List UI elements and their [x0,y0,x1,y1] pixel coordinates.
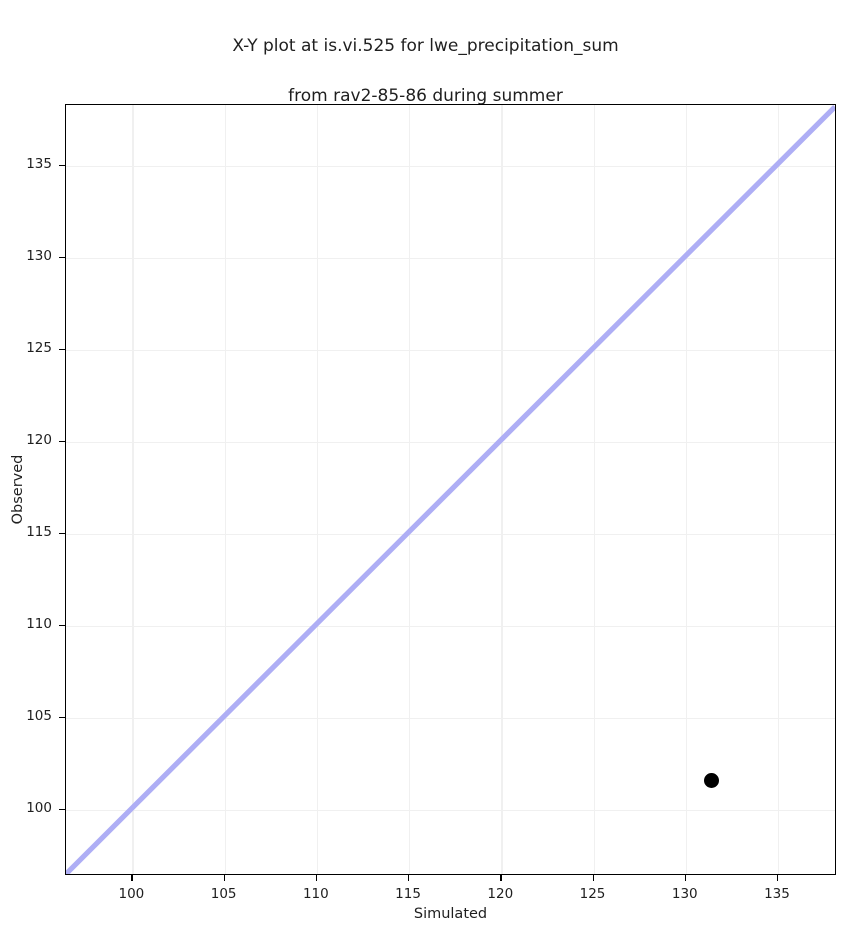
chart-title-line-1: X-Y plot at is.vi.525 for lwe_precipitat… [232,36,619,56]
one-to-one-line [66,105,835,874]
y-tick-label: 125 [26,339,52,356]
y-tick-label: 115 [26,523,52,540]
gridline-vertical [593,105,595,874]
x-tick-label: 105 [210,886,237,902]
y-tick-mark [59,256,65,259]
x-tick-mark [223,875,226,881]
x-tick-mark [315,875,318,881]
y-tick-mark [59,440,65,443]
y-tick-label: 100 [26,799,52,816]
gridline-vertical [316,105,319,874]
gridline-vertical [132,105,134,874]
x-tick-label: 130 [671,886,698,902]
y-tick-mark [59,716,65,719]
x-tick-mark [131,875,133,881]
x-tick-label: 135 [764,886,790,902]
x-tick-mark [592,875,594,881]
gridline-horizontal [66,349,835,352]
gridline-horizontal [66,625,835,628]
chart-title-line-2: from rav2-85-86 during summer [288,86,563,106]
x-tick-label: 100 [118,886,145,902]
gridline-vertical [409,105,411,874]
gridline-horizontal [66,441,835,444]
y-axis-label: Observed [10,454,26,525]
plot-area [65,104,836,875]
gridline-horizontal [66,257,835,260]
gridline-vertical [777,105,780,874]
x-axis-label: Simulated [413,906,488,922]
y-tick-mark [59,624,65,627]
y-tick-mark [59,348,65,351]
gridline-vertical [224,105,226,874]
x-tick-mark [500,875,502,881]
x-tick-mark [684,875,687,881]
gridline-horizontal [66,717,835,720]
y-tick-label: 130 [26,247,52,264]
x-tick-label: 120 [487,886,514,902]
gridline-horizontal [66,165,835,168]
x-tick-mark [776,875,779,881]
x-tick-label: 110 [302,886,329,902]
gridline-horizontal [66,809,835,812]
x-tick-label: 115 [395,886,421,902]
y-tick-label: 105 [26,707,52,724]
y-tick-mark [59,808,65,811]
gridline-horizontal [66,533,835,536]
data-point [704,772,720,788]
gridline-vertical [501,105,503,874]
y-tick-mark [59,532,65,535]
chart-title: X-Y plot at is.vi.525 for lwe_precipitat… [0,9,851,134]
x-tick-label: 125 [579,886,606,902]
y-axis-tick-labels: 100 105 110 115 120 125 130 135 [0,0,52,934]
y-tick-label: 120 [26,431,52,448]
x-tick-mark [408,875,410,881]
gridline-vertical [685,105,688,874]
y-tick-mark [59,164,65,167]
y-tick-label: 110 [26,615,52,632]
y-tick-label: 135 [26,155,52,172]
